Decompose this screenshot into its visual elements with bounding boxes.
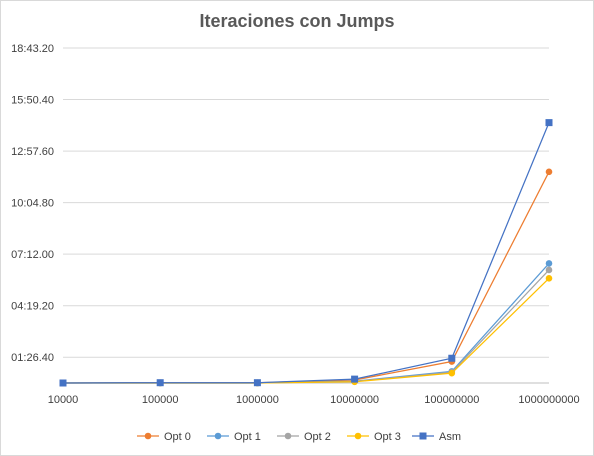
x-tick-label: 1000000	[236, 394, 279, 406]
y-tick-label: 15:50.40	[11, 95, 54, 107]
y-axis-ticks: 01:26.40 04:19.20 07:12.00 10:04.80 12:57.60…	[11, 43, 54, 364]
legend-item: Asm	[412, 431, 461, 443]
series-line	[62, 122, 550, 384]
data-point	[545, 266, 553, 274]
data-point	[545, 260, 553, 267]
data-point	[156, 379, 164, 387]
data-point	[59, 379, 67, 387]
legend-label: Opt 3	[374, 431, 401, 443]
x-tick-label: 100000000	[424, 394, 479, 406]
x-tick-label: 10000	[48, 394, 79, 406]
data-point	[545, 275, 553, 282]
x-tick-label: 100000	[142, 394, 179, 406]
legend-label: Opt 0	[164, 431, 191, 443]
y-tick-label: 04:19.20	[11, 301, 54, 313]
series-line	[63, 269, 550, 384]
legend-marker	[284, 432, 292, 440]
legend-item: Opt 1	[207, 431, 261, 443]
legend-item: Opt 3	[347, 431, 401, 443]
series-line	[63, 277, 550, 384]
x-tick-label: 10000000	[330, 394, 379, 406]
data-point	[448, 354, 456, 362]
x-tick-label: 1000000000	[518, 394, 579, 406]
data-point	[545, 119, 553, 127]
y-tick-label: 12:57.60	[11, 146, 54, 158]
y-tick-label: 01:26.40	[11, 352, 54, 364]
legend-marker	[214, 432, 222, 440]
legend-marker	[354, 432, 362, 440]
series-opt-3	[59, 275, 553, 387]
legend-marker	[419, 432, 427, 440]
series-line	[63, 262, 550, 384]
x-axis-ticks: 10000 100000 1000000 10000000 100000000 10000…	[48, 394, 580, 406]
series-line	[62, 171, 550, 384]
legend-item: Opt 2	[277, 431, 331, 443]
data-point	[351, 375, 359, 383]
data-point	[545, 168, 553, 176]
series-asm	[59, 119, 553, 387]
y-tick-label: 07:12.00	[11, 249, 54, 261]
legend: Opt 0 Opt 1 Opt 2 Opt 3 Asm	[137, 431, 461, 443]
chart-title: Iteraciones con Jumps	[199, 11, 394, 31]
legend-item: Opt 0	[137, 431, 191, 443]
series-opt-2	[59, 266, 553, 387]
y-tick-label: 10:04.80	[11, 198, 54, 210]
y-tick-label: 18:43.20	[11, 43, 54, 55]
legend-marker	[144, 432, 152, 440]
legend-label: Asm	[439, 431, 461, 443]
series-opt-1	[59, 260, 553, 387]
legend-label: Opt 2	[304, 431, 331, 443]
data-point	[448, 369, 456, 377]
data-point	[253, 379, 261, 387]
series-lines	[59, 119, 553, 387]
series-opt-0	[59, 168, 553, 387]
legend-label: Opt 1	[234, 431, 261, 443]
gridlines	[63, 47, 549, 384]
